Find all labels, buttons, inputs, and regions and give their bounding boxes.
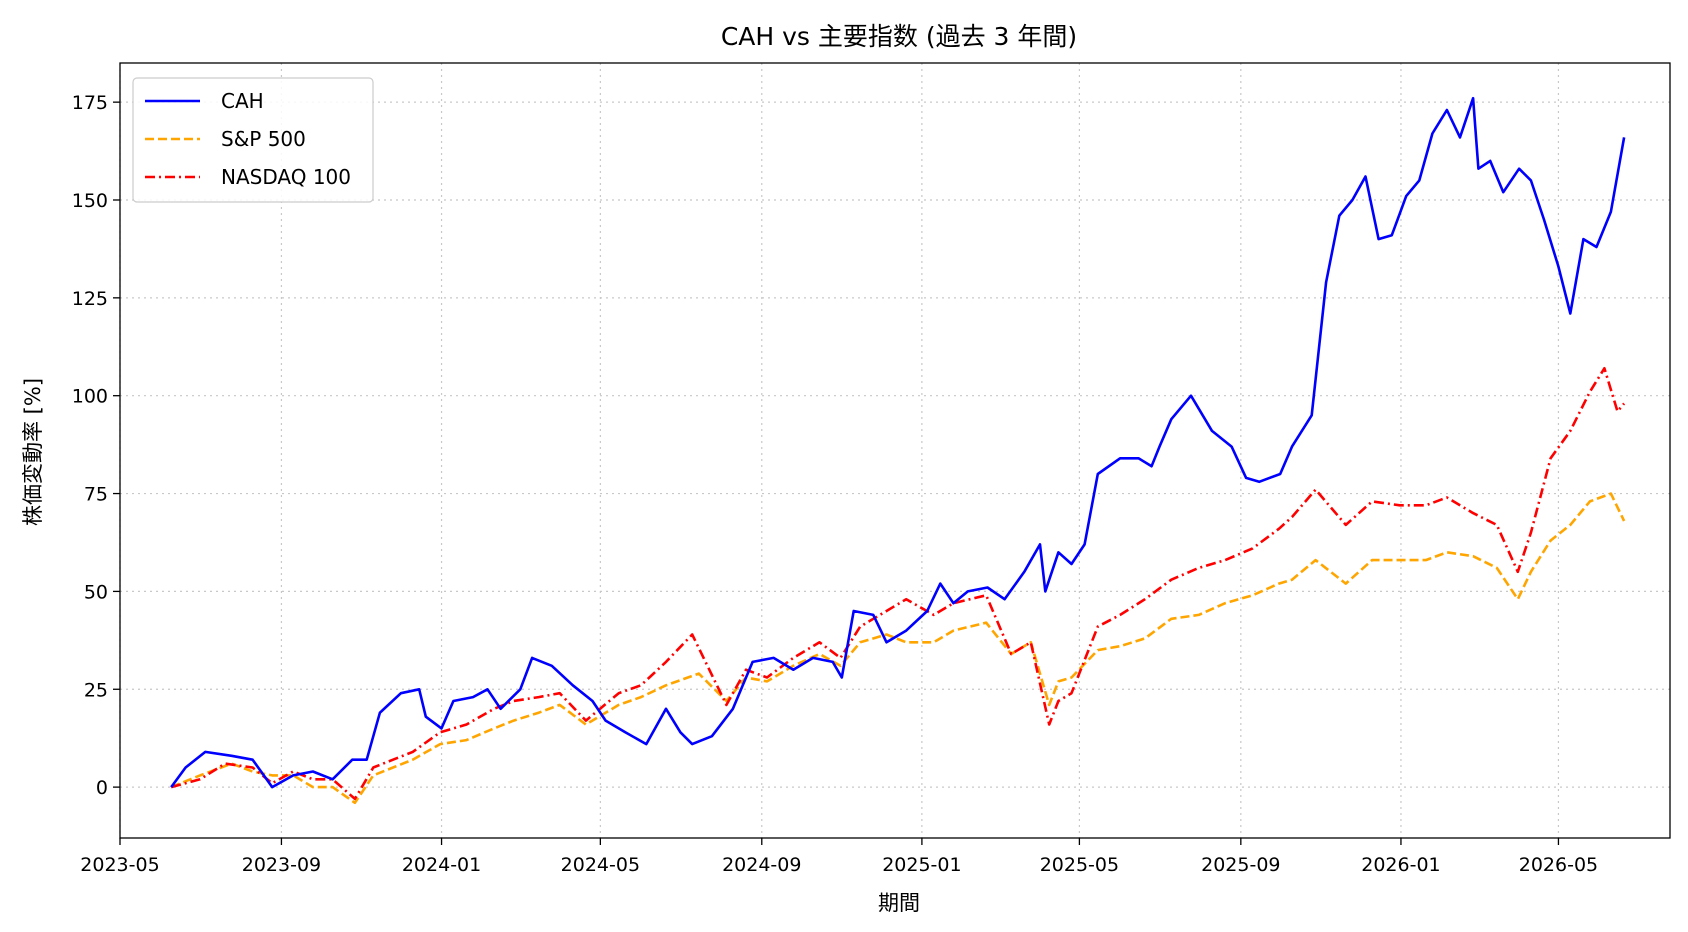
grid xyxy=(119,63,1670,838)
x-axis: 2023-05 2023-09 2024-01 2024-05 2024-09 2025-… xyxy=(80,838,1598,876)
x-tick-label: 2026-05 xyxy=(1519,854,1598,876)
x-tick-label: 2025-01 xyxy=(882,854,961,876)
x-tick-label: 2024-05 xyxy=(561,854,640,876)
x-axis-label: 期間 xyxy=(878,891,920,915)
legend: CAH S&P 500 NASDAQ 100 xyxy=(132,77,374,203)
x-tick-label: 2025-09 xyxy=(1201,854,1280,876)
legend-label: CAH xyxy=(221,89,264,113)
x-tick-label: 2023-09 xyxy=(242,854,321,876)
y-tick-label: 125 xyxy=(72,288,108,310)
y-tick-label: 150 xyxy=(72,190,108,212)
legend-label: NASDAQ 100 xyxy=(221,165,351,189)
series-lines xyxy=(170,96,1626,805)
x-tick-label: 2023-05 xyxy=(80,854,159,876)
legend-label: S&P 500 xyxy=(221,127,306,151)
y-axis-label: 株価変動率 [%] xyxy=(21,378,45,526)
plot-frame xyxy=(119,62,1671,839)
chart-title: CAH vs 主要指数 (過去 3 年間) xyxy=(721,22,1077,51)
y-tick-label: 175 xyxy=(72,92,108,114)
y-tick-label: 25 xyxy=(84,679,108,701)
x-tick-label: 2026-01 xyxy=(1361,854,1440,876)
series-line-s-p-500 xyxy=(170,492,1626,805)
x-tick-label: 2024-09 xyxy=(722,854,801,876)
x-tick-label: 2025-05 xyxy=(1040,854,1119,876)
y-tick-label: 75 xyxy=(84,484,108,506)
y-axis: 0 25 50 75 100 125 150 175 xyxy=(72,92,120,799)
x-tick-label: 2024-01 xyxy=(402,854,481,876)
legend-box xyxy=(132,77,374,203)
y-tick-label: 0 xyxy=(96,777,108,799)
series-line-cah xyxy=(170,96,1626,789)
y-tick-label: 50 xyxy=(84,581,108,603)
y-tick-label: 100 xyxy=(72,386,108,408)
series-line-nasdaq-100 xyxy=(170,366,1626,801)
